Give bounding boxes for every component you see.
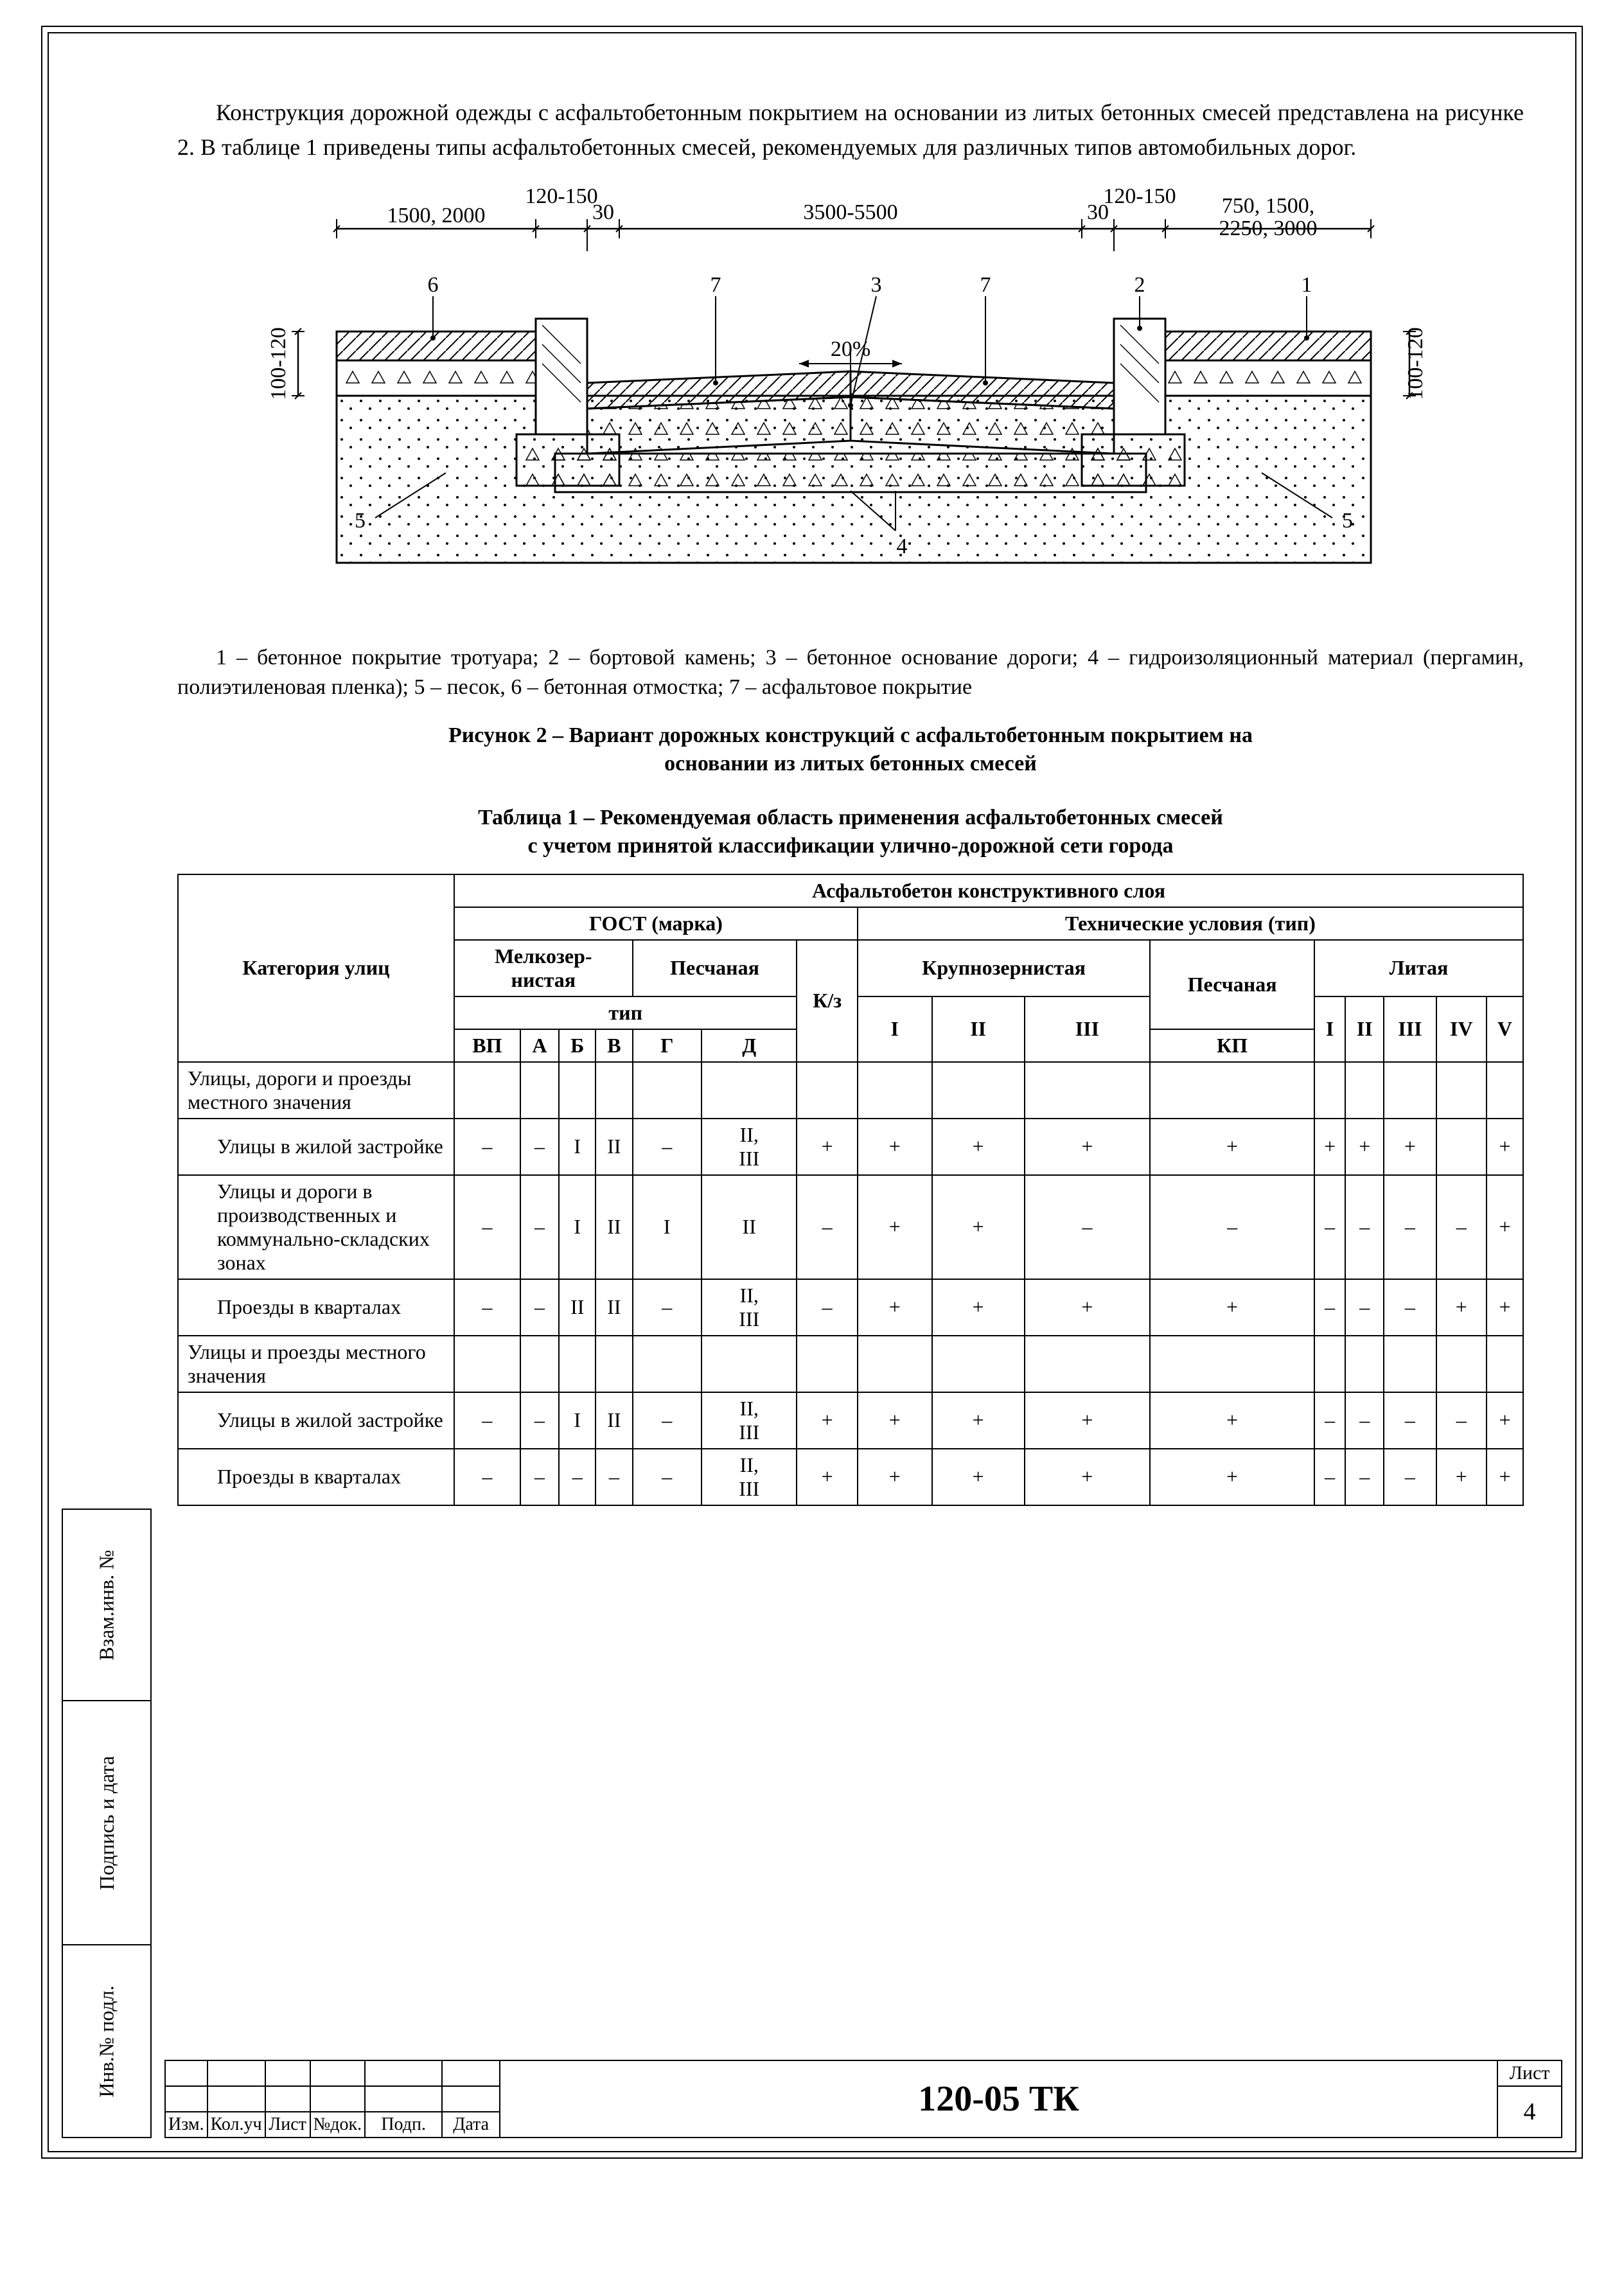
svg-text:100-120: 100-120 (1404, 327, 1427, 400)
svg-text:1: 1 (1302, 273, 1312, 297)
svg-text:30: 30 (592, 200, 614, 224)
intro-paragraph: Конструкция дорожной одежды с асфальтобе… (177, 95, 1524, 164)
svg-text:7: 7 (980, 273, 991, 297)
title-block: 120-05 ТК Лист 4 Изм.Кол.учЛист №док.Под… (164, 2060, 1562, 2138)
figure-legend: 1 – бетонное покрытие тротуара; 2 – борт… (177, 643, 1524, 702)
svg-text:1500, 2000: 1500, 2000 (387, 204, 486, 227)
svg-text:3500-5500: 3500-5500 (803, 200, 897, 224)
svg-text:5: 5 (1342, 509, 1353, 533)
svg-text:5: 5 (355, 509, 366, 533)
cross-section-diagram: 1500, 2000 120-150 30 3500-5500 120-150 … (203, 184, 1498, 624)
svg-text:120-150: 120-150 (525, 184, 597, 208)
svg-text:7: 7 (710, 273, 721, 297)
svg-text:120-150: 120-150 (1103, 184, 1176, 208)
svg-text:4: 4 (897, 535, 908, 558)
svg-text:6: 6 (428, 273, 439, 297)
svg-text:100-120: 100-120 (267, 327, 290, 400)
mix-table: Категория улиц Асфальтобетон конструктив… (177, 874, 1524, 1506)
svg-text:2: 2 (1134, 273, 1145, 297)
side-stamp: Взам.инв. № Подпись и дата Инв.№ подл. (62, 1509, 152, 2138)
svg-text:20%: 20% (831, 337, 870, 361)
svg-text:750, 1500,: 750, 1500, (1222, 194, 1315, 218)
figure-caption: Рисунок 2 – Вариант дорожных конструкций… (177, 721, 1524, 778)
svg-text:3: 3 (871, 273, 882, 297)
svg-text:2250, 3000: 2250, 3000 (1219, 217, 1318, 240)
svg-text:30: 30 (1087, 200, 1109, 224)
table-caption: Таблица 1 – Рекомендуемая область примен… (177, 804, 1524, 860)
